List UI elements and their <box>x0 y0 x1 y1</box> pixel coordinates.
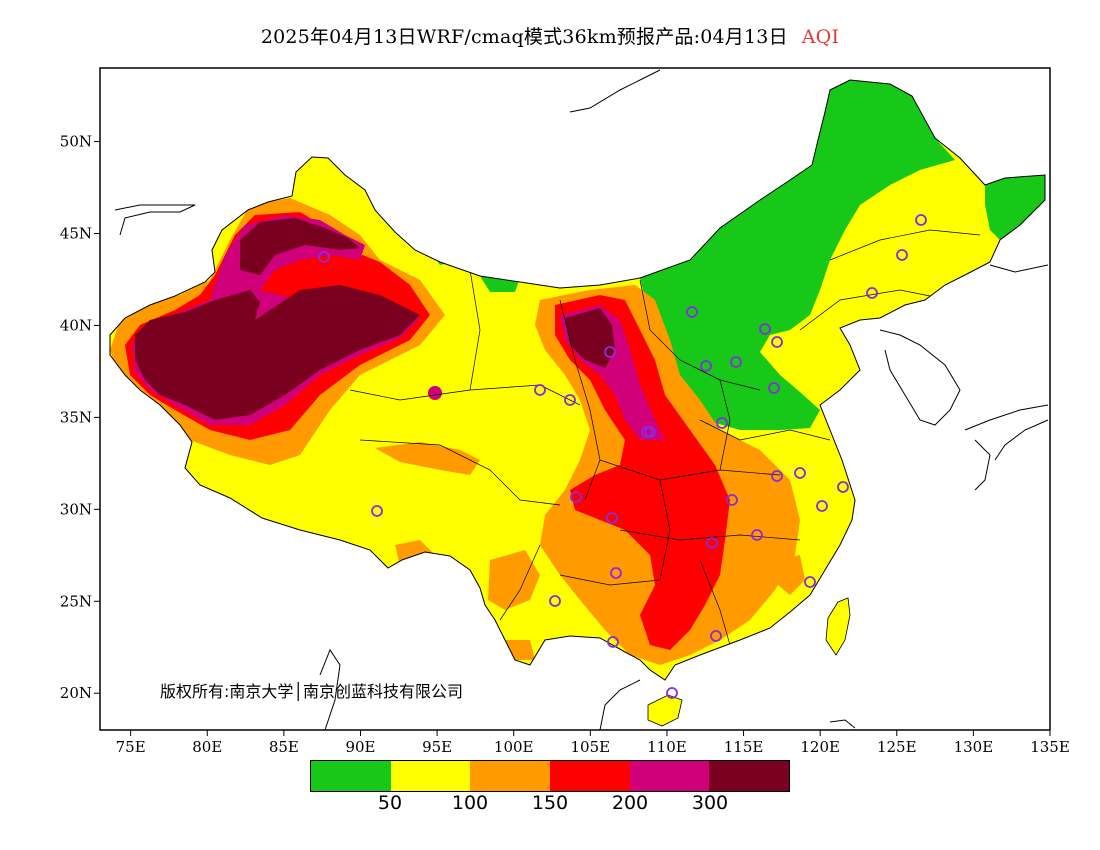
aqi-zone-hazardous-central <box>565 308 615 368</box>
station-marker <box>606 512 618 524</box>
x-tick-label: 90E <box>345 738 375 756</box>
station-marker <box>700 360 712 372</box>
station-marker <box>564 394 576 406</box>
station-marker <box>549 595 561 607</box>
y-tick-label: 30N <box>60 500 92 518</box>
legend-swatch <box>709 761 790 791</box>
station-marker <box>751 529 763 541</box>
station-marker <box>771 470 783 482</box>
station-marker <box>794 467 806 479</box>
legend-label: 100 <box>451 792 489 814</box>
y-tick-label: 45N <box>60 225 92 243</box>
legend-labels: 50 100 150 200 300 <box>310 792 790 820</box>
aqi-zone-hazardous-xinjiang <box>240 218 360 275</box>
china-border <box>109 79 1046 681</box>
station-marker <box>716 417 728 429</box>
x-tick-label: 80E <box>192 738 222 756</box>
station-marker <box>710 630 722 642</box>
station-marker <box>666 687 678 699</box>
x-tick-label: 105E <box>571 738 611 756</box>
station-marker <box>604 346 616 358</box>
aqi-zone-hazardous-tarim <box>135 285 420 420</box>
station-marker <box>607 636 619 648</box>
x-tick-label: 125E <box>877 738 917 756</box>
station-marker <box>686 306 698 318</box>
station-marker <box>570 491 582 503</box>
station-marker <box>371 505 383 517</box>
station-marker <box>534 384 546 396</box>
station-marker <box>610 567 622 579</box>
x-tick-label: 75E <box>116 738 146 756</box>
station-marker <box>816 500 828 512</box>
station-marker <box>804 576 816 588</box>
x-tick-label: 95E <box>422 738 452 756</box>
station-marker <box>726 494 738 506</box>
x-tick-label: 85E <box>269 738 299 756</box>
legend-label: 50 <box>377 792 403 814</box>
aqi-zone-good-northeast <box>640 80 955 430</box>
x-tick-label: 120E <box>800 738 840 756</box>
legend-swatch <box>311 761 391 791</box>
legend-swatch <box>390 761 471 791</box>
map-layer: 版权所有:南京大学│南京创蓝科技有限公司 <box>109 69 1049 730</box>
legend-label: 200 <box>611 792 649 814</box>
station-marker <box>896 249 908 261</box>
y-tick-label: 25N <box>60 592 92 610</box>
legend-swatch <box>470 761 551 791</box>
aqi-zone-moderate-tibet-east <box>375 442 480 475</box>
station-marker <box>730 356 742 368</box>
foreign-coastlines <box>114 69 1049 730</box>
legend-label: 300 <box>691 792 729 814</box>
station-marker <box>641 426 653 438</box>
aqi-zone-moderate-yunnan <box>488 550 540 610</box>
x-tick-label: 130E <box>954 738 994 756</box>
axis-ticks: 75E 80E 85E 90E 95E 100E 105E 110E 115E 120E 125E 1… <box>60 133 1070 756</box>
monitoring-stations <box>318 214 927 699</box>
copyright-text: 版权所有:南京大学│南京创蓝科技有限公司 <box>160 681 463 701</box>
title-text: 2025年04月13日WRF/cmaq模式36km预报产品:04月13日 <box>260 26 788 48</box>
station-marker <box>837 481 849 493</box>
y-tick-label: 40N <box>60 316 92 334</box>
map-title: 2025年04月13日WRF/cmaq模式36km预报产品:04月13日 AQI <box>0 22 1100 49</box>
y-tick-label: 50N <box>60 133 92 151</box>
x-tick-label: 115E <box>724 738 764 756</box>
aqi-zone-moderate-fujian <box>778 555 805 595</box>
legend-label: 150 <box>531 792 569 814</box>
station-marker <box>318 251 330 263</box>
province-borders <box>349 229 981 646</box>
legend-swatch <box>629 761 710 791</box>
station-marker <box>866 287 878 299</box>
title-product: AQI <box>801 26 840 48</box>
aqi-zone-good-far-northeast <box>985 175 1045 240</box>
aqi-zone-hotspot-qinghai <box>428 386 442 400</box>
x-tick-label: 135E <box>1030 738 1070 756</box>
color-legend <box>310 760 790 792</box>
aqi-zone-unhealthy-central <box>555 295 730 650</box>
y-tick-label: 20N <box>60 684 92 702</box>
station-marker <box>768 382 780 394</box>
station-marker <box>759 323 771 335</box>
station-marker <box>706 537 718 549</box>
y-tick-label: 35N <box>60 408 92 426</box>
station-marker <box>915 214 927 226</box>
legend-swatch <box>550 761 630 791</box>
x-tick-label: 110E <box>647 738 687 756</box>
station-marker <box>771 336 783 348</box>
taiwan-island <box>825 597 851 656</box>
x-tick-label: 100E <box>494 738 534 756</box>
